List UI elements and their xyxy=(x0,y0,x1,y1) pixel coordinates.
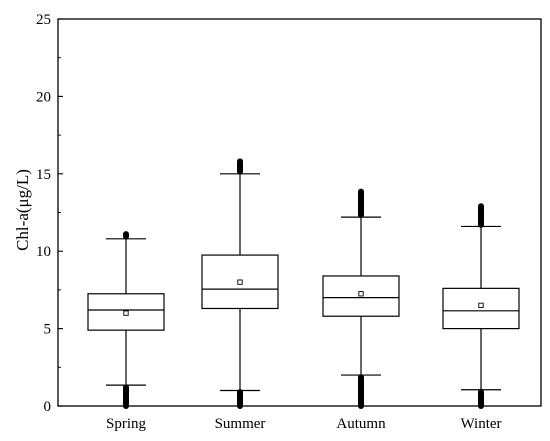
outlier-point xyxy=(237,158,243,165)
outlier-point xyxy=(237,389,243,396)
y-tick-label: 15 xyxy=(36,167,51,183)
x-tick-label: Summer xyxy=(215,416,266,432)
box-group-summer xyxy=(201,158,279,409)
box-series xyxy=(87,158,520,409)
outlier-point xyxy=(123,384,129,391)
outlier-point xyxy=(478,389,484,396)
x-tick-label: Spring xyxy=(106,416,147,432)
x-tick-label: Autumn xyxy=(336,416,386,432)
mean-marker xyxy=(478,302,484,309)
box-group-winter xyxy=(442,203,520,409)
mean-marker xyxy=(358,291,364,297)
iqr-box xyxy=(442,287,520,330)
plot-frame xyxy=(57,18,542,407)
x-axis: Spring Summer Autumn Winter xyxy=(106,401,502,432)
x-tick-label: Winter xyxy=(460,416,501,432)
y-tick-label: 0 xyxy=(44,399,52,415)
mean-marker xyxy=(237,279,243,285)
y-tick-label: 10 xyxy=(36,244,51,260)
mean-marker xyxy=(123,310,129,316)
y-axis: 0 5 10 15 20 25 xyxy=(36,12,63,415)
y-tick-label: 20 xyxy=(36,89,51,105)
y-tick-label: 25 xyxy=(36,12,51,28)
outlier-point xyxy=(478,203,484,210)
outlier-point xyxy=(123,231,129,238)
plot-border xyxy=(57,18,542,407)
box-group-autumn xyxy=(322,188,400,409)
outlier-point xyxy=(358,374,364,381)
box-group-spring xyxy=(87,231,165,409)
outlier-point xyxy=(358,188,364,195)
y-axis-title: Chl-a(μg/L) xyxy=(13,169,32,251)
y-tick-label: 5 xyxy=(44,322,52,338)
